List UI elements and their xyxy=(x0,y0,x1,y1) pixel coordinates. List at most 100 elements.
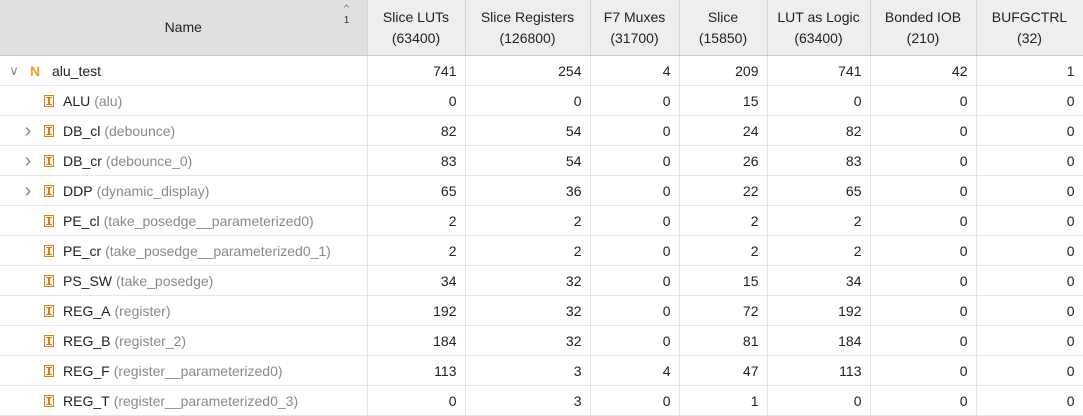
instance-icon xyxy=(44,244,54,257)
chevron-right-icon[interactable]: › xyxy=(24,149,32,172)
column-header-slice-luts[interactable]: Slice LUTs (63400) xyxy=(367,0,466,56)
cell-slice: 2 xyxy=(679,205,768,236)
cell-bufgctrl: 0 xyxy=(976,325,1083,356)
sort-ascending-icon: ⌃ xyxy=(341,2,352,17)
cell-bonded-iob: 0 xyxy=(870,235,977,266)
instance-name: REG_T xyxy=(63,392,110,409)
cell-slice-luts: 0 xyxy=(367,85,466,116)
cell-slice-registers: 254 xyxy=(465,55,591,86)
cell-lut-as-logic: 82 xyxy=(767,115,871,146)
instance-name: DB_cr xyxy=(63,152,102,169)
cell-lut-as-logic: 0 xyxy=(767,385,871,416)
instance-name: ALU xyxy=(63,92,91,109)
cell-slice-registers: 0 xyxy=(465,85,591,116)
module-name: (register__parameterized0) xyxy=(113,362,283,379)
column-header-f7-muxes[interactable]: F7 Muxes (31700) xyxy=(590,0,680,56)
cell-bufgctrl: 0 xyxy=(976,355,1083,386)
column-header-slice[interactable]: Slice (15850) xyxy=(679,0,768,56)
cell-f7-muxes: 4 xyxy=(590,355,680,386)
module-name: (debounce_0) xyxy=(105,152,193,169)
cell-slice: 81 xyxy=(679,325,768,356)
cell-slice-registers: 36 xyxy=(465,175,591,206)
cell-bonded-iob: 0 xyxy=(870,175,977,206)
header-row: Name ⌃ 1 Slice LUTs (63400) Slice Registe… xyxy=(0,0,1083,56)
cell-bufgctrl: 1 xyxy=(976,55,1083,86)
column-header-name[interactable]: Name ⌃ 1 xyxy=(0,0,368,56)
sort-priority: 1 xyxy=(343,15,350,26)
cell-bufgctrl: 0 xyxy=(976,385,1083,416)
name-cell[interactable]: ›ALU(alu) xyxy=(0,85,368,116)
instance-icon xyxy=(44,214,54,227)
cell-bufgctrl: 0 xyxy=(976,85,1083,116)
cell-slice-luts: 83 xyxy=(367,145,466,176)
cell-slice-registers: 2 xyxy=(465,205,591,236)
instance-name: alu_test xyxy=(52,62,102,79)
column-header-lut-as-logic[interactable]: LUT as Logic (63400) xyxy=(767,0,871,56)
cell-slice-luts: 184 xyxy=(367,325,466,356)
name-cell[interactable]: ›REG_F(register__parameterized0) xyxy=(0,355,368,386)
column-header-slice-registers[interactable]: Slice Registers (126800) xyxy=(465,0,591,56)
table-row[interactable]: ›REG_T(register__parameterized0_3)030100… xyxy=(0,385,1083,416)
name-cell[interactable]: ›PS_SW(take_posedge) xyxy=(0,265,368,296)
module-name: (debounce) xyxy=(104,122,176,139)
cell-slice-luts: 741 xyxy=(367,55,466,86)
name-cell[interactable]: ›REG_B(register_2) xyxy=(0,325,368,356)
instance-icon xyxy=(44,364,54,377)
name-cell[interactable]: › DB_cr (debounce_0) xyxy=(0,145,368,176)
name-cell[interactable]: ›REG_A(register) xyxy=(0,295,368,326)
cell-bufgctrl: 0 xyxy=(976,295,1083,326)
cell-slice: 15 xyxy=(679,85,768,116)
cell-lut-as-logic: 192 xyxy=(767,295,871,326)
sort-indicator: ⌃ 1 xyxy=(339,2,355,26)
name-cell[interactable]: ›PE_cl(take_posedge__parameterized0) xyxy=(0,205,368,236)
cell-f7-muxes: 0 xyxy=(590,145,680,176)
cell-slice-registers: 32 xyxy=(465,325,591,356)
cell-bufgctrl: 0 xyxy=(976,265,1083,296)
module-name: (take_posedge__parameterized0) xyxy=(103,212,314,229)
instance-name: PE_cr xyxy=(63,242,102,259)
cell-f7-muxes: 0 xyxy=(590,115,680,146)
column-header-bonded-iob[interactable]: Bonded IOB (210) xyxy=(870,0,977,56)
column-header-bufgctrl[interactable]: BUFGCTRL (32) xyxy=(976,0,1083,56)
cell-slice: 2 xyxy=(679,235,768,266)
cell-lut-as-logic: 34 xyxy=(767,265,871,296)
module-name: (register) xyxy=(114,302,171,319)
table-row[interactable]: ›PE_cl(take_posedge__parameterized0)2202… xyxy=(0,205,1083,236)
cell-lut-as-logic: 741 xyxy=(767,55,871,86)
name-cell[interactable]: ›PE_cr(take_posedge__parameterized0_1) xyxy=(0,235,368,266)
name-cell[interactable]: › DDP (dynamic_display) xyxy=(0,175,368,206)
cell-bonded-iob: 0 xyxy=(870,355,977,386)
table-row[interactable]: › DB_cl (debounce) 82 54 0 24 82 0 0 xyxy=(0,115,1083,146)
chevron-right-icon[interactable]: › xyxy=(24,179,32,202)
instance-icon xyxy=(44,124,54,137)
table-row[interactable]: ›PE_cr(take_posedge__parameterized0_1)22… xyxy=(0,235,1083,266)
cell-bufgctrl: 0 xyxy=(976,235,1083,266)
cell-lut-as-logic: 113 xyxy=(767,355,871,386)
table-row[interactable]: › DB_cr (debounce_0) 83 54 0 26 83 0 0 xyxy=(0,145,1083,176)
table-row[interactable]: › DDP (dynamic_display) 65 36 0 22 65 0 0 xyxy=(0,175,1083,206)
cell-f7-muxes: 0 xyxy=(590,205,680,236)
instance-icon xyxy=(44,274,54,287)
chevron-right-icon[interactable]: › xyxy=(24,119,32,142)
cell-lut-as-logic: 0 xyxy=(767,85,871,116)
instance-icon xyxy=(44,304,54,317)
module-name: (register__parameterized0_3) xyxy=(113,392,299,409)
table-row[interactable]: ›REG_F(register__parameterized0)11334471… xyxy=(0,355,1083,386)
cell-slice: 1 xyxy=(679,385,768,416)
cell-lut-as-logic: 2 xyxy=(767,235,871,266)
cell-lut-as-logic: 2 xyxy=(767,205,871,236)
name-cell[interactable]: › DB_cl (debounce) xyxy=(0,115,368,146)
cell-slice-registers: 32 xyxy=(465,295,591,326)
cell-slice-luts: 2 xyxy=(367,235,466,266)
cell-slice: 72 xyxy=(679,295,768,326)
name-cell[interactable]: ›REG_T(register__parameterized0_3) xyxy=(0,385,368,416)
chevron-down-icon[interactable]: ∨ xyxy=(9,62,19,78)
cell-bonded-iob: 0 xyxy=(870,145,977,176)
